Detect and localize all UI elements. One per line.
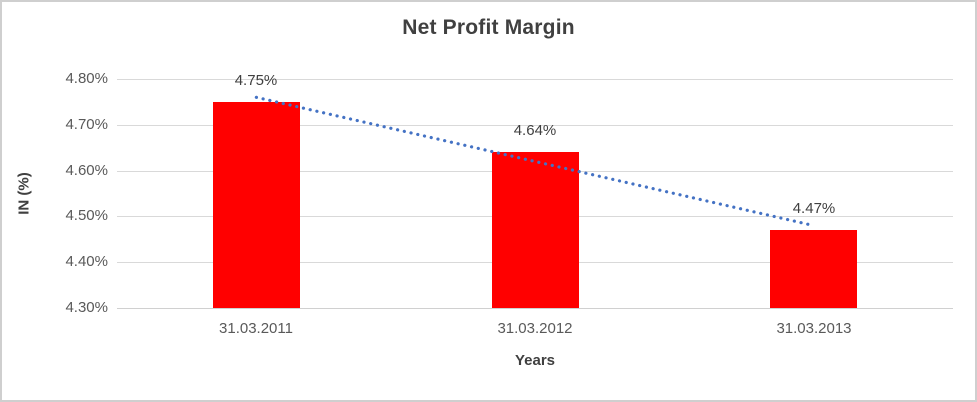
y-tick-label: 4.60% [65, 162, 108, 179]
bar-31.03.2011 [213, 102, 300, 308]
bar-value-label: 4.47% [792, 200, 836, 217]
y-tick-label: 4.70% [65, 116, 108, 133]
bar-value-label: 4.75% [234, 72, 278, 89]
x-category-label: 31.03.2011 [219, 320, 293, 337]
x-axis-line [117, 308, 953, 309]
bar-value-label: 4.64% [513, 122, 557, 139]
x-category-label: 31.03.2012 [497, 320, 573, 337]
bar-31.03.2013 [770, 230, 857, 308]
y-tick-label: 4.50% [65, 207, 108, 224]
gridline [117, 79, 953, 80]
y-tick-label: 4.30% [65, 299, 108, 316]
bar-31.03.2012 [492, 152, 579, 308]
x-category-label: 31.03.2013 [776, 320, 852, 337]
y-tick-label: 4.80% [65, 70, 108, 87]
x-axis-title: Years [514, 352, 556, 369]
chart-title: Net Profit Margin [402, 16, 575, 39]
y-tick-label: 4.40% [65, 253, 108, 270]
y-axis-title: IN (%) [15, 172, 33, 215]
